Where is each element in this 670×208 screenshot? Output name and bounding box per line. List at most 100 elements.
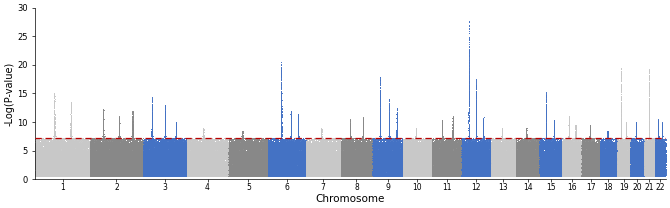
Point — [312, 153, 322, 156]
Point — [203, 149, 214, 152]
Point — [496, 132, 507, 136]
Point — [548, 150, 559, 153]
Point — [517, 170, 527, 173]
Point — [353, 147, 364, 150]
Point — [325, 156, 336, 159]
Point — [216, 174, 226, 178]
Point — [175, 142, 186, 145]
Point — [239, 158, 250, 161]
Point — [102, 151, 113, 154]
Point — [421, 166, 432, 170]
Point — [202, 170, 213, 174]
Point — [116, 164, 127, 167]
Point — [206, 150, 217, 153]
Point — [437, 132, 448, 136]
Point — [212, 167, 222, 171]
Point — [68, 170, 79, 173]
Point — [271, 144, 281, 148]
Point — [458, 144, 469, 148]
Point — [438, 163, 449, 166]
Point — [88, 151, 99, 155]
Point — [107, 163, 117, 166]
Point — [245, 141, 255, 144]
Point — [336, 151, 346, 155]
Point — [450, 157, 461, 161]
Point — [161, 174, 172, 177]
Point — [260, 151, 271, 155]
Point — [362, 158, 373, 162]
Point — [283, 145, 294, 148]
Point — [127, 157, 138, 160]
Point — [383, 154, 393, 157]
Point — [440, 148, 451, 151]
Point — [526, 172, 537, 175]
Point — [657, 172, 668, 175]
Point — [375, 149, 385, 152]
Point — [210, 158, 220, 161]
Point — [598, 151, 609, 155]
Point — [570, 141, 581, 144]
Point — [135, 166, 146, 169]
Point — [644, 169, 655, 173]
Point — [99, 171, 110, 175]
Point — [174, 168, 185, 171]
Point — [626, 144, 637, 148]
Point — [81, 142, 92, 145]
Point — [364, 160, 375, 163]
Point — [383, 165, 393, 169]
Point — [455, 160, 466, 163]
Point — [474, 142, 484, 145]
Point — [391, 159, 402, 162]
Point — [384, 165, 395, 168]
Point — [392, 160, 403, 163]
Point — [524, 164, 535, 167]
Point — [157, 175, 168, 178]
Point — [204, 164, 214, 167]
Point — [578, 167, 589, 171]
Point — [72, 167, 82, 170]
Point — [634, 171, 645, 175]
Point — [377, 163, 388, 167]
Point — [267, 157, 277, 160]
Point — [403, 158, 414, 162]
Point — [419, 152, 430, 155]
Point — [498, 167, 509, 171]
Point — [214, 147, 224, 150]
Point — [157, 173, 168, 176]
Point — [387, 138, 398, 141]
Point — [407, 152, 418, 156]
Point — [322, 171, 333, 175]
Point — [94, 142, 105, 145]
Point — [346, 151, 356, 154]
Point — [149, 154, 159, 157]
Point — [640, 154, 651, 157]
Point — [440, 172, 451, 176]
Point — [333, 171, 344, 175]
Point — [638, 155, 649, 158]
Point — [371, 164, 381, 167]
Point — [417, 161, 427, 165]
Point — [402, 173, 413, 177]
Point — [205, 145, 216, 148]
Point — [616, 145, 627, 148]
Point — [46, 150, 57, 153]
Point — [142, 141, 153, 144]
Point — [348, 149, 358, 153]
Point — [214, 169, 225, 172]
Point — [393, 156, 404, 160]
Point — [233, 150, 244, 153]
Point — [362, 163, 373, 167]
Point — [136, 174, 147, 178]
Point — [511, 150, 521, 153]
Point — [545, 148, 555, 151]
Point — [107, 152, 117, 155]
Point — [328, 139, 339, 142]
Point — [138, 143, 149, 146]
Point — [141, 161, 151, 165]
Point — [176, 156, 187, 159]
Point — [183, 149, 194, 152]
Point — [447, 163, 458, 166]
Point — [617, 155, 628, 158]
Point — [284, 149, 295, 152]
Point — [151, 145, 161, 149]
